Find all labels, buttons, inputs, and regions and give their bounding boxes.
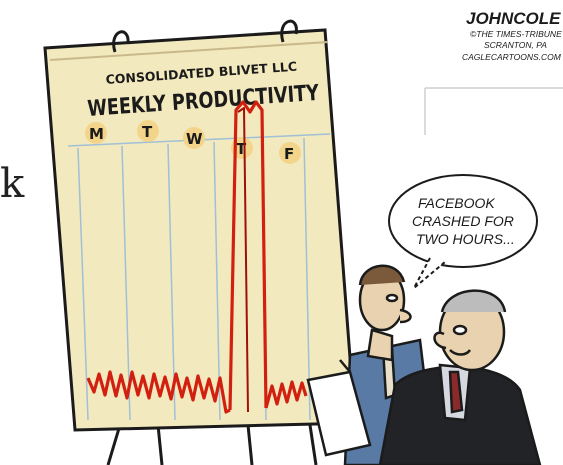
artist-signature: JOHNCOLE ©THE TIMES-TRIBUNE SCRANTON, PA… <box>462 9 562 62</box>
speech-bubble: FACEBOOK CRASHED FOR TWO HOURS... <box>388 174 538 289</box>
speech-line-2: CRASHED FOR <box>412 213 514 229</box>
speech-line-3: TWO HOURS... <box>416 231 515 247</box>
day-label-wed: W <box>186 130 203 148</box>
wall-lines <box>424 87 563 135</box>
signature-line-2: SCRANTON, PA <box>484 40 547 50</box>
day-label-thu: T <box>236 140 247 158</box>
productivity-line <box>86 100 308 414</box>
clipboard <box>306 359 372 457</box>
productivity-board <box>43 28 357 432</box>
binder-rings <box>112 19 298 53</box>
speech-line-1: FACEBOOK <box>418 195 495 211</box>
man-in-suit <box>378 289 542 465</box>
signature-name: JOHNCOLE <box>466 9 561 28</box>
signature-line-3: CAGLECARTOONS.COM <box>462 52 562 62</box>
easel-legs <box>106 424 318 465</box>
day-label-mon: M <box>89 125 104 143</box>
day-label-fri: F <box>284 145 294 163</box>
edge-glyph: k <box>0 161 25 207</box>
day-label-tue: T <box>142 123 153 141</box>
signature-line-1: ©THE TIMES-TRIBUNE <box>470 29 562 39</box>
